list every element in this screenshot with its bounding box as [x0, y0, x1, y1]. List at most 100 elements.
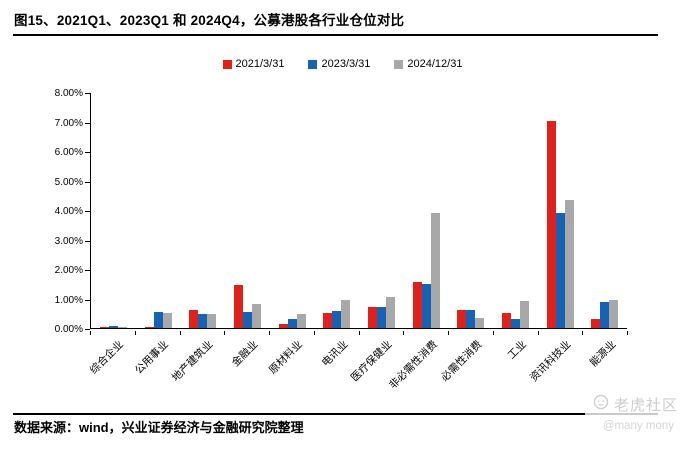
figure-title: 图15、2021Q1、2023Q1 和 2024Q4，公募港股各行业仓位对比: [14, 13, 405, 28]
legend-label: 2023/3/31: [321, 58, 371, 70]
y-tick-label: 5.00%: [54, 176, 83, 188]
bar-group: [180, 93, 225, 328]
x-axis-label: 电讯业: [319, 338, 351, 370]
legend-swatch-icon: [394, 59, 404, 69]
watermark-name: 老虎社区: [613, 397, 678, 414]
bar: [162, 312, 172, 328]
y-tick-label: 8.00%: [54, 88, 83, 99]
x-tick-mark: [134, 330, 136, 335]
x-tick-mark: [358, 330, 360, 335]
legend-item: 2021/3/31: [222, 58, 285, 70]
x-tick-mark: [224, 330, 226, 335]
x-axis-label: 工业: [505, 338, 530, 362]
bar: [385, 297, 395, 328]
bar: [501, 313, 511, 328]
x-tick-mark: [492, 330, 494, 335]
tiger-logo-icon: [593, 394, 609, 415]
bar: [510, 319, 520, 328]
bar-group: [582, 93, 627, 328]
x-axis-label: 原材料业: [267, 338, 306, 377]
legend-item: 2023/3/31: [308, 58, 370, 70]
x-tick-mark: [627, 330, 628, 335]
footer-divider: [13, 413, 585, 415]
bar: [99, 326, 109, 328]
bar-group: [404, 93, 449, 328]
bar: [591, 319, 601, 328]
y-axis: 8.00% 7.00% 6.00% 5.00% 4.00% 3.00% 2.00% 1.00%…: [0, 88, 83, 335]
legend-item: 2024/12/31: [394, 58, 462, 70]
y-tick-label: 6.00%: [54, 147, 83, 158]
bar: [519, 300, 529, 328]
bar: [108, 326, 118, 328]
bar: [376, 307, 386, 328]
x-tick-mark: [403, 330, 405, 335]
x-axis-label: 金融业: [229, 338, 261, 370]
x-axis-label: 地产建筑业: [170, 338, 216, 385]
x-axis-label: 必需性消费: [438, 338, 485, 385]
y-tick-label: 0.00%: [54, 324, 83, 335]
x-axis-ticks: [90, 330, 629, 335]
footer-divider-light: [585, 413, 658, 415]
bar: [412, 282, 422, 328]
y-tick-mark: [85, 240, 90, 242]
y-tick-mark: [85, 122, 90, 124]
source-note: 数据来源：wind，兴业证券经济与金融研究院整理: [14, 420, 304, 435]
bar: [421, 283, 431, 328]
x-axis-label: 能源业: [587, 338, 619, 370]
bar-group: [270, 93, 315, 328]
x-tick-mark: [582, 330, 584, 335]
x-tick-mark: [269, 330, 270, 335]
watermark-handle: @many mony: [602, 420, 674, 432]
x-tick-mark: [90, 330, 91, 335]
x-axis-label: 综合企业: [88, 338, 127, 377]
y-tick-label: 4.00%: [54, 206, 83, 217]
x-tick-mark: [537, 330, 539, 335]
bar: [475, 317, 485, 328]
bar: [296, 314, 306, 328]
x-tick-mark: [313, 330, 315, 335]
bar-group: [314, 93, 359, 328]
bar: [233, 285, 243, 328]
legend-swatch-icon: [308, 59, 318, 69]
bar: [466, 310, 476, 328]
bar-group: [91, 93, 136, 328]
y-tick-label: 7.00%: [54, 117, 83, 129]
bar: [609, 299, 619, 328]
y-tick-mark: [85, 152, 90, 153]
bar: [430, 212, 440, 328]
watermark: 老虎社区 @many mony: [593, 394, 678, 432]
y-tick-label: 1.00%: [54, 294, 83, 306]
bar: [457, 310, 467, 328]
bar: [207, 314, 217, 328]
y-tick-mark: [85, 299, 90, 301]
chart-legend: 2021/3/31 2023/3/31 2024/12/31: [0, 58, 685, 70]
bar: [189, 310, 199, 328]
bar: [332, 311, 342, 328]
bar: [251, 303, 261, 328]
plot-area: [90, 93, 627, 329]
bar-group: [225, 93, 270, 328]
x-tick-mark: [179, 330, 181, 335]
bar: [341, 300, 351, 328]
bar: [198, 314, 208, 328]
bar-group: [448, 93, 493, 328]
bar: [117, 327, 127, 328]
y-tick-label: 3.00%: [54, 235, 83, 247]
bar: [564, 200, 574, 328]
bar: [323, 312, 333, 328]
y-tick-mark: [85, 181, 90, 183]
bar-group: [359, 93, 404, 328]
bar-group: [493, 93, 538, 328]
x-tick-mark: [448, 330, 449, 335]
legend-swatch-icon: [222, 59, 232, 69]
x-axis-label: 资讯科技业: [528, 338, 574, 385]
y-tick-mark: [85, 329, 90, 330]
bar: [242, 311, 252, 328]
bar: [367, 306, 377, 328]
bar: [600, 302, 610, 328]
x-axis-labels: 综合企业 公用事业 地产建筑业 金融业 原材料业 电讯业 医疗保健业 非必需性消费 必需性消费工…: [88, 337, 627, 412]
bar: [555, 212, 565, 328]
legend-label: 2021/3/31: [235, 58, 285, 70]
bar-group: [538, 93, 583, 328]
